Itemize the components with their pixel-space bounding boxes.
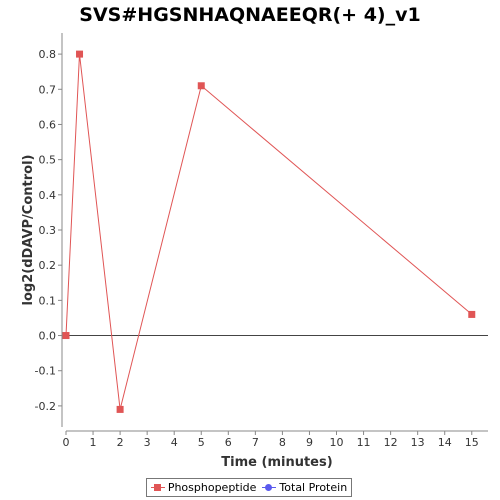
- x-tick-label: 14: [438, 436, 452, 449]
- legend-item-phosphopeptide: Phosphopeptide: [150, 481, 257, 494]
- data-point-phosphopeptide: [116, 405, 124, 413]
- y-tick-label: -0.1: [35, 365, 56, 378]
- data-point-phosphopeptide: [62, 332, 70, 340]
- x-tick-label: 6: [225, 436, 232, 449]
- legend-label-total-protein: Total Protein: [279, 481, 348, 494]
- x-tick-label: 8: [279, 436, 286, 449]
- x-tick-label: 15: [465, 436, 479, 449]
- y-tick-label: 0.2: [39, 259, 57, 272]
- x-tick-label: 10: [330, 436, 344, 449]
- x-tick-label: 1: [90, 436, 97, 449]
- y-axis-title: log2(dDAVP/Control): [21, 155, 36, 306]
- data-point-phosphopeptide: [76, 50, 84, 58]
- x-tick-label: 12: [384, 436, 398, 449]
- x-axis-title: Time (minutes): [221, 455, 332, 470]
- legend-square-marker-icon: [150, 483, 165, 493]
- x-tick-label: 2: [117, 436, 124, 449]
- chart-title: SVS#HGSNHAQNAEEQR(+ 4)_v1: [79, 4, 421, 26]
- x-tick-label: 0: [63, 436, 70, 449]
- data-point-phosphopeptide: [197, 82, 205, 90]
- y-tick-label: 0.0: [39, 330, 57, 343]
- y-tick-label: 0.1: [39, 294, 57, 307]
- data-point-phosphopeptide: [468, 310, 476, 318]
- x-tick-label: 7: [252, 436, 259, 449]
- x-tick-label: 13: [411, 436, 425, 449]
- x-tick-label: 4: [171, 436, 178, 449]
- y-tick-label: 0.6: [39, 118, 57, 131]
- y-tick-label: 0.4: [39, 189, 57, 202]
- y-tick-label: 0.7: [39, 83, 57, 96]
- legend: Phosphopeptide Total Protein: [146, 478, 352, 497]
- x-tick-label: 11: [357, 436, 371, 449]
- x-tick-label: 5: [198, 436, 205, 449]
- plot-area: [66, 33, 488, 427]
- x-tick-label: 3: [144, 436, 151, 449]
- legend-item-total-protein: Total Protein: [262, 481, 347, 494]
- y-tick-label: -0.2: [35, 400, 56, 413]
- x-tick-label: 9: [306, 436, 313, 449]
- y-tick-label: 0.5: [39, 154, 57, 167]
- legend-label-phosphopeptide: Phosphopeptide: [167, 481, 257, 494]
- legend-circle-marker-icon: [262, 483, 277, 493]
- y-tick-label: 0.8: [39, 48, 57, 61]
- y-tick-label: 0.3: [39, 224, 57, 237]
